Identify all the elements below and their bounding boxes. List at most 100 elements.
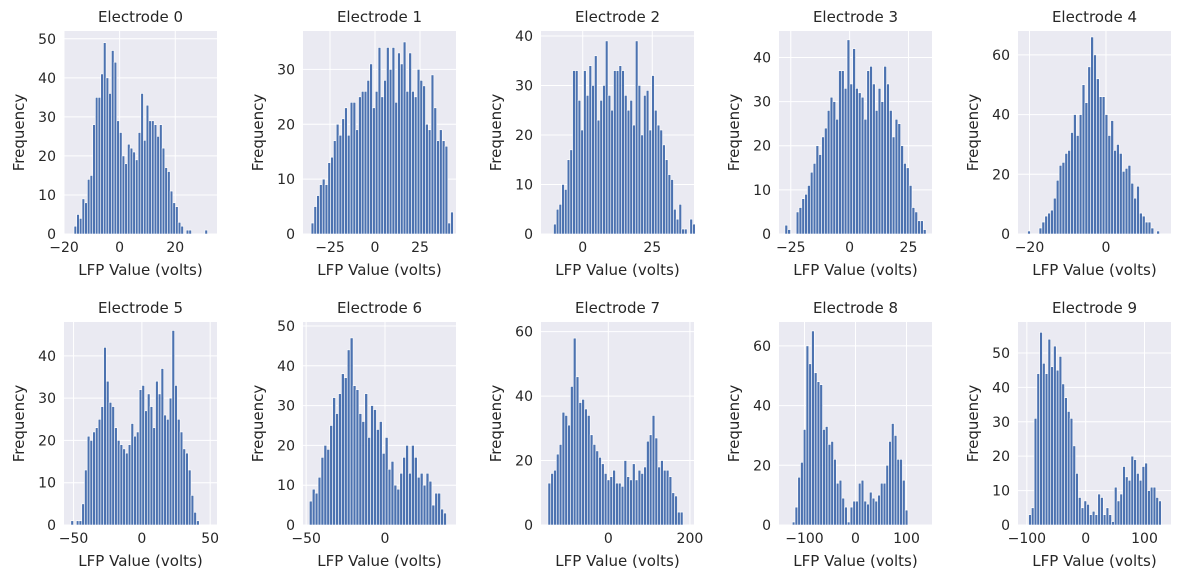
histogram-bar: [119, 444, 124, 526]
histogram-bar: [355, 129, 359, 235]
histogram-bar: [100, 73, 104, 235]
panel-title: Electrode 6: [337, 299, 422, 317]
histogram-bar: [885, 464, 889, 526]
histogram-bar: [419, 80, 424, 235]
histogram-bar: [643, 466, 647, 526]
histogram-bar: [663, 469, 667, 526]
histogram-bar: [113, 61, 118, 235]
histogram-bar: [877, 88, 882, 235]
histogram-bar: [675, 218, 680, 235]
histogram-bar: [1116, 144, 1120, 235]
y-tick-label: 0: [524, 518, 533, 534]
histogram-bar: [196, 520, 200, 526]
histogram-bar: [812, 163, 817, 235]
histogram-bar: [1053, 197, 1057, 235]
histogram-panel: 0 10 20 30 40 −25 0 25 Electrode 3 LFP Value (vol…: [725, 8, 932, 279]
histogram-bar: [830, 441, 834, 526]
histogram-bar: [847, 521, 851, 526]
histogram-bar: [1031, 507, 1035, 526]
histogram-bar: [899, 459, 903, 526]
histogram-bar: [1093, 54, 1097, 235]
histogram-bar: [671, 492, 675, 526]
histogram-bar: [615, 70, 620, 235]
y-tick-label: 0: [47, 227, 56, 243]
histogram-bar: [384, 437, 389, 526]
histogram-bar: [791, 521, 796, 526]
histogram-bar: [366, 80, 370, 235]
histogram-bar: [584, 408, 588, 526]
y-tick-label: 20: [753, 139, 771, 155]
histogram-bar: [116, 440, 121, 526]
histogram-bar: [866, 503, 870, 526]
histogram-bar: [888, 441, 892, 526]
histogram-bar: [1036, 373, 1040, 526]
histogram-bar: [1089, 514, 1093, 526]
histogram-bar: [443, 512, 447, 526]
histogram-bar: [795, 211, 800, 235]
histogram-bar: [76, 214, 80, 235]
y-tick-label: 20: [38, 433, 56, 449]
histogram-bar: [558, 203, 562, 235]
histogram-bar: [441, 140, 446, 235]
histogram-bar: [1050, 209, 1054, 235]
histogram-bar: [858, 482, 862, 526]
histogram-bar: [844, 506, 848, 526]
histogram-bar: [135, 159, 139, 235]
histogram-bar: [148, 120, 152, 235]
histogram-bar: [894, 118, 899, 235]
y-tick-label: 10: [277, 172, 295, 188]
histogram-bar: [75, 520, 80, 526]
histogram-bar: [798, 207, 803, 235]
histogram-panel: 0 20 40 60 −20 0 Electrode 4 LFP Value (volts) F…: [964, 8, 1171, 279]
histogram-bar: [137, 132, 142, 235]
y-tick-label: 50: [38, 32, 56, 48]
histogram-bar: [311, 488, 316, 526]
y-tick-label: 10: [515, 177, 533, 193]
histogram-bar: [352, 102, 357, 235]
histogram-bar: [147, 393, 151, 526]
histogram-bar: [95, 97, 99, 235]
histogram-bar: [1027, 230, 1031, 235]
histogram-bar: [168, 397, 173, 526]
histogram-bar: [903, 163, 907, 235]
histogram-bar: [124, 163, 128, 235]
y-tick-label: 40: [515, 389, 533, 405]
histogram-bar: [346, 349, 351, 526]
histogram-bar: [615, 482, 619, 526]
histogram-bar: [125, 452, 129, 526]
histogram-bar: [372, 107, 376, 235]
histogram-bar: [167, 171, 171, 235]
histogram-bar: [138, 389, 143, 526]
histogram-bar: [431, 504, 436, 526]
histogram-bar: [681, 228, 685, 235]
histogram-bar: [654, 109, 658, 235]
histogram-bar: [1061, 162, 1066, 235]
histogram-bar: [408, 52, 412, 235]
histogram-bar: [427, 129, 432, 235]
histogram-bar: [89, 440, 93, 526]
x-tick-label: −25: [315, 240, 345, 256]
histogram-bar: [629, 479, 633, 526]
histogram-bar: [326, 449, 331, 526]
histogram-bar: [78, 520, 83, 526]
histogram-bar: [121, 155, 126, 235]
histogram-panel: 0 20 40 60 −100 0 100 Electrode 8 LFP Value (vol…: [725, 299, 932, 570]
histogram-bar: [662, 144, 666, 235]
histogram-bar: [434, 492, 439, 526]
histogram-bar: [185, 229, 190, 235]
histogram-bar: [86, 435, 91, 526]
histogram-bar: [547, 482, 552, 526]
histogram-bar: [1119, 493, 1123, 526]
histogram-bar: [659, 129, 663, 235]
y-tick-label: 40: [992, 380, 1010, 396]
histogram-bar: [794, 506, 799, 526]
histogram-bar: [1083, 500, 1087, 526]
histogram-bar: [1130, 182, 1135, 235]
histogram-bar: [364, 393, 368, 526]
histogram-bar: [855, 88, 859, 235]
histogram-bar: [1155, 497, 1159, 526]
histogram-bar: [430, 74, 435, 235]
histogram-bar: [595, 450, 599, 526]
histogram-panel: 0 10 20 30 40 0 25 Electrode 2 LFP Value (volts)…: [487, 8, 696, 279]
histogram-bar: [874, 500, 878, 526]
